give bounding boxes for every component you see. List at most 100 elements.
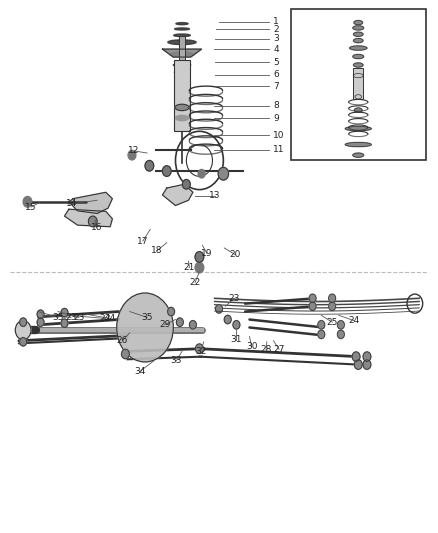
Ellipse shape xyxy=(173,63,191,66)
Circle shape xyxy=(309,302,316,311)
Ellipse shape xyxy=(353,32,363,36)
Circle shape xyxy=(37,310,44,318)
Ellipse shape xyxy=(176,115,188,120)
Text: 14: 14 xyxy=(66,199,78,208)
Circle shape xyxy=(37,318,44,326)
Text: 19: 19 xyxy=(201,249,212,258)
Text: 23: 23 xyxy=(73,313,85,322)
Circle shape xyxy=(318,320,325,329)
Circle shape xyxy=(215,305,223,313)
Text: 16: 16 xyxy=(91,223,102,232)
Text: 7: 7 xyxy=(273,82,279,91)
Polygon shape xyxy=(162,184,193,206)
Circle shape xyxy=(189,320,196,329)
Circle shape xyxy=(168,308,175,316)
Circle shape xyxy=(162,166,171,176)
Circle shape xyxy=(88,216,97,227)
Text: 8: 8 xyxy=(273,101,279,110)
Circle shape xyxy=(20,337,27,346)
Ellipse shape xyxy=(353,153,364,157)
Circle shape xyxy=(15,320,31,340)
Circle shape xyxy=(23,197,32,207)
Ellipse shape xyxy=(176,22,188,25)
Circle shape xyxy=(61,319,68,327)
Circle shape xyxy=(128,150,136,160)
Circle shape xyxy=(318,330,325,338)
Text: 1: 1 xyxy=(273,17,279,26)
Text: 25: 25 xyxy=(326,318,338,327)
Ellipse shape xyxy=(175,104,189,111)
Circle shape xyxy=(328,302,336,311)
Text: 21: 21 xyxy=(184,263,195,272)
Text: 26: 26 xyxy=(117,336,128,345)
Ellipse shape xyxy=(355,95,361,99)
Text: 9: 9 xyxy=(273,114,279,123)
Text: 24: 24 xyxy=(348,316,360,325)
Ellipse shape xyxy=(353,26,364,30)
Text: 11: 11 xyxy=(273,146,285,155)
Circle shape xyxy=(363,352,371,361)
Ellipse shape xyxy=(174,71,190,74)
Circle shape xyxy=(337,320,344,329)
Circle shape xyxy=(145,160,154,171)
Ellipse shape xyxy=(353,38,363,43)
Text: 18: 18 xyxy=(152,246,163,255)
Text: 2: 2 xyxy=(273,25,279,34)
Ellipse shape xyxy=(353,54,364,59)
Text: 29: 29 xyxy=(159,320,170,329)
Circle shape xyxy=(121,349,129,359)
Ellipse shape xyxy=(354,108,362,112)
Text: 24: 24 xyxy=(105,314,116,323)
Text: 15: 15 xyxy=(25,203,37,212)
Ellipse shape xyxy=(353,74,363,78)
Text: 22: 22 xyxy=(190,278,201,287)
Text: 4: 4 xyxy=(273,45,279,54)
Text: 30: 30 xyxy=(246,342,258,351)
Circle shape xyxy=(195,344,203,353)
Circle shape xyxy=(177,318,184,326)
Text: 5: 5 xyxy=(273,58,279,67)
Circle shape xyxy=(354,360,362,369)
Circle shape xyxy=(352,352,360,361)
Circle shape xyxy=(309,294,316,303)
Bar xyxy=(174,60,190,131)
Ellipse shape xyxy=(175,28,189,30)
Ellipse shape xyxy=(350,46,367,50)
Text: 34: 34 xyxy=(134,367,145,376)
Ellipse shape xyxy=(354,20,363,25)
Ellipse shape xyxy=(170,52,194,56)
Text: 35: 35 xyxy=(141,313,153,322)
Ellipse shape xyxy=(174,34,190,37)
Text: 20: 20 xyxy=(230,251,241,260)
Circle shape xyxy=(61,309,68,317)
Text: 3: 3 xyxy=(273,34,279,43)
Text: 31: 31 xyxy=(231,335,242,344)
Circle shape xyxy=(20,318,27,326)
Text: 24: 24 xyxy=(99,314,111,323)
Circle shape xyxy=(337,330,344,338)
Bar xyxy=(291,10,426,160)
Text: 32: 32 xyxy=(195,347,206,356)
Polygon shape xyxy=(64,209,113,227)
Circle shape xyxy=(117,293,173,362)
Polygon shape xyxy=(69,192,113,214)
Ellipse shape xyxy=(345,142,371,147)
Ellipse shape xyxy=(345,126,371,131)
Text: 12: 12 xyxy=(128,147,140,156)
Text: 13: 13 xyxy=(209,191,220,200)
Circle shape xyxy=(198,169,205,178)
Text: 10: 10 xyxy=(273,131,285,140)
Circle shape xyxy=(224,316,231,324)
Bar xyxy=(353,68,364,100)
Circle shape xyxy=(218,167,229,180)
Text: 35: 35 xyxy=(52,313,64,322)
Circle shape xyxy=(363,360,371,369)
Text: 17: 17 xyxy=(137,237,148,246)
Text: 28: 28 xyxy=(260,345,272,354)
Circle shape xyxy=(233,320,240,329)
Circle shape xyxy=(183,180,190,189)
Text: 6: 6 xyxy=(273,70,279,79)
Circle shape xyxy=(328,294,336,303)
Polygon shape xyxy=(162,49,201,57)
Text: 33: 33 xyxy=(170,357,182,366)
